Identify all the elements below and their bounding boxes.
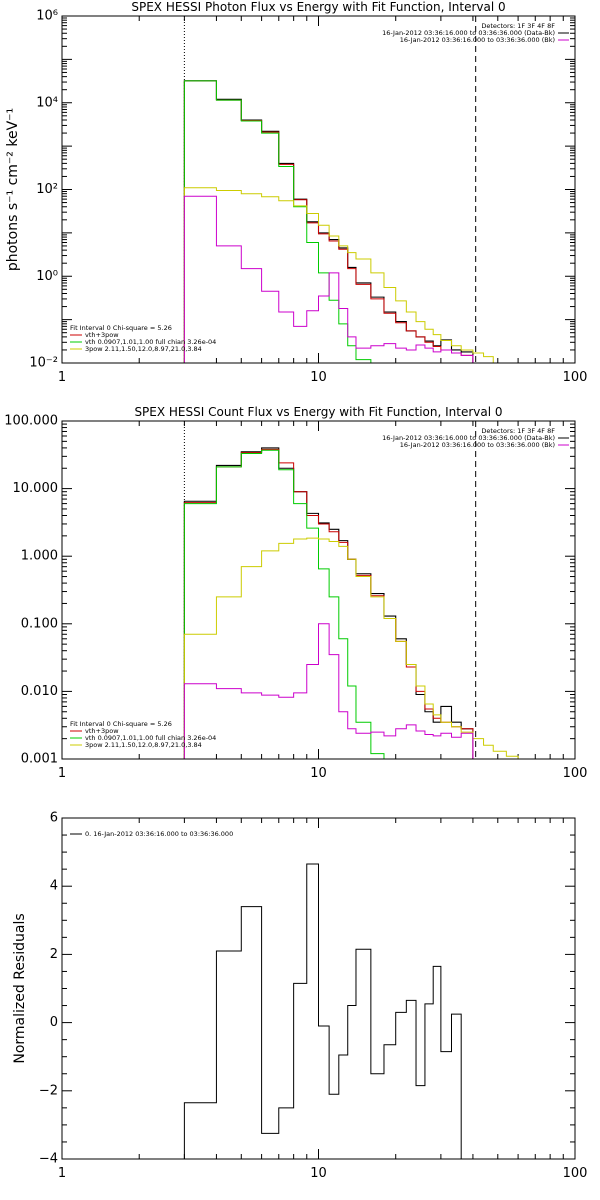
series-thermal — [183, 449, 385, 759]
x-tick-label: 100 — [563, 370, 588, 385]
legend-entry: 16-Jan-2012 03:36:16.000 to 03:36:36.000… — [400, 36, 555, 44]
legend-entry: 16-Jan-2012 03:36:16.000 to 03:36:36.000… — [400, 441, 555, 449]
y-tick-label: 0.001 — [21, 752, 58, 767]
y-tick-label: 10⁻² — [29, 356, 58, 371]
fit-legend-entry: vth+3pow — [85, 331, 119, 339]
chart-title: SPEX HESSI Count Flux vs Energy with Fit… — [134, 405, 502, 419]
y-tick-label: 6 — [50, 811, 58, 826]
y-tick-label: 4 — [50, 879, 58, 894]
y-tick-label: 10⁴ — [36, 95, 58, 110]
photon-flux-panel: SPEX HESSI Photon Flux vs Energy with Fi… — [5, 0, 587, 385]
series-background — [183, 623, 474, 759]
y-tick-label: −2 — [39, 1083, 58, 1098]
fit-legend-entry: vth+3pow — [85, 727, 119, 735]
legend-header: Detectors: 1F 3F 4F 8F — [481, 427, 555, 435]
y-tick-label: 1.000 — [21, 549, 58, 564]
series-data — [183, 80, 474, 363]
series-power-law — [183, 537, 519, 759]
y-axis-label: photons s⁻¹ cm⁻² keV⁻¹ — [5, 108, 21, 271]
series-residuals — [183, 863, 473, 1159]
fit-legend-entry: 3pow 2.11,1.50,12.0,8.97,21.0,3.84 — [85, 741, 202, 749]
series-thermal — [183, 80, 385, 363]
plot-frame — [61, 817, 576, 1160]
y-tick-label: 10⁰ — [36, 269, 58, 284]
legend-entry: 16-Jan-2012 03:36:16.000 to 03:36:36.000… — [382, 434, 555, 442]
fit-legend-header: Fit Interval 0 Chi-square = 5.26 — [70, 720, 172, 728]
fit-legend-header: Fit Interval 0 Chi-square = 5.26 — [70, 324, 172, 332]
y-tick-label: 0.100 — [21, 616, 58, 631]
x-tick-label: 1 — [58, 766, 66, 781]
y-tick-label: 0 — [50, 1015, 58, 1030]
x-tick-label: 1 — [58, 370, 66, 385]
y-tick-label: 0.010 — [21, 684, 58, 699]
fit-legend-entry: 3pow 2.11,1.50,12.0,8.97,21.0,3.84 — [85, 345, 202, 353]
series-background — [183, 195, 474, 363]
y-axis-label: Normalized Residuals — [12, 913, 28, 1063]
count-flux-panel: SPEX HESSI Count Flux vs Energy with Fit… — [4, 405, 587, 781]
series-total-model — [183, 80, 474, 363]
legend-entry: 16-Jan-2012 03:36:16.000 to 03:36:36.000… — [382, 29, 555, 37]
y-tick-label: 100.000 — [4, 414, 58, 429]
series-power-law — [183, 187, 494, 363]
residuals-panel: Normalized Residuals 1 10 100 −4 −2 0 2 4 6 0. 16-… — [12, 811, 587, 1182]
x-tick-label: 10 — [310, 1166, 327, 1181]
fit-legend-entry: vth 0.0907,1.01,1.00 full chian 3.26e-04 — [85, 338, 216, 346]
chart-title: SPEX HESSI Photon Flux vs Energy with Fi… — [131, 0, 505, 14]
plot-frame — [61, 420, 576, 760]
series-total-model — [183, 448, 474, 759]
plot-frame — [61, 15, 576, 364]
series-data — [183, 447, 474, 759]
fit-legend-entry: 0. 16-Jan-2012 03:36:16.000 to 03:36:36.… — [85, 830, 233, 838]
x-tick-label: 10 — [310, 766, 327, 781]
x-tick-label: 100 — [563, 766, 588, 781]
x-tick-label: 100 — [563, 1166, 588, 1181]
y-tick-label: 10⁶ — [36, 9, 58, 24]
x-tick-label: 1 — [58, 1166, 66, 1181]
y-tick-label: 10² — [36, 182, 58, 197]
y-tick-label: 2 — [50, 947, 58, 962]
x-tick-label: 10 — [310, 370, 327, 385]
y-tick-label: 10.000 — [13, 481, 59, 496]
legend-header: Detectors: 1F 3F 4F 8F — [481, 22, 555, 30]
y-tick-label: −4 — [39, 1152, 58, 1167]
fit-legend-entry: vth 0.0907,1.01,1.00 full chian 3.26e-04 — [85, 734, 216, 742]
